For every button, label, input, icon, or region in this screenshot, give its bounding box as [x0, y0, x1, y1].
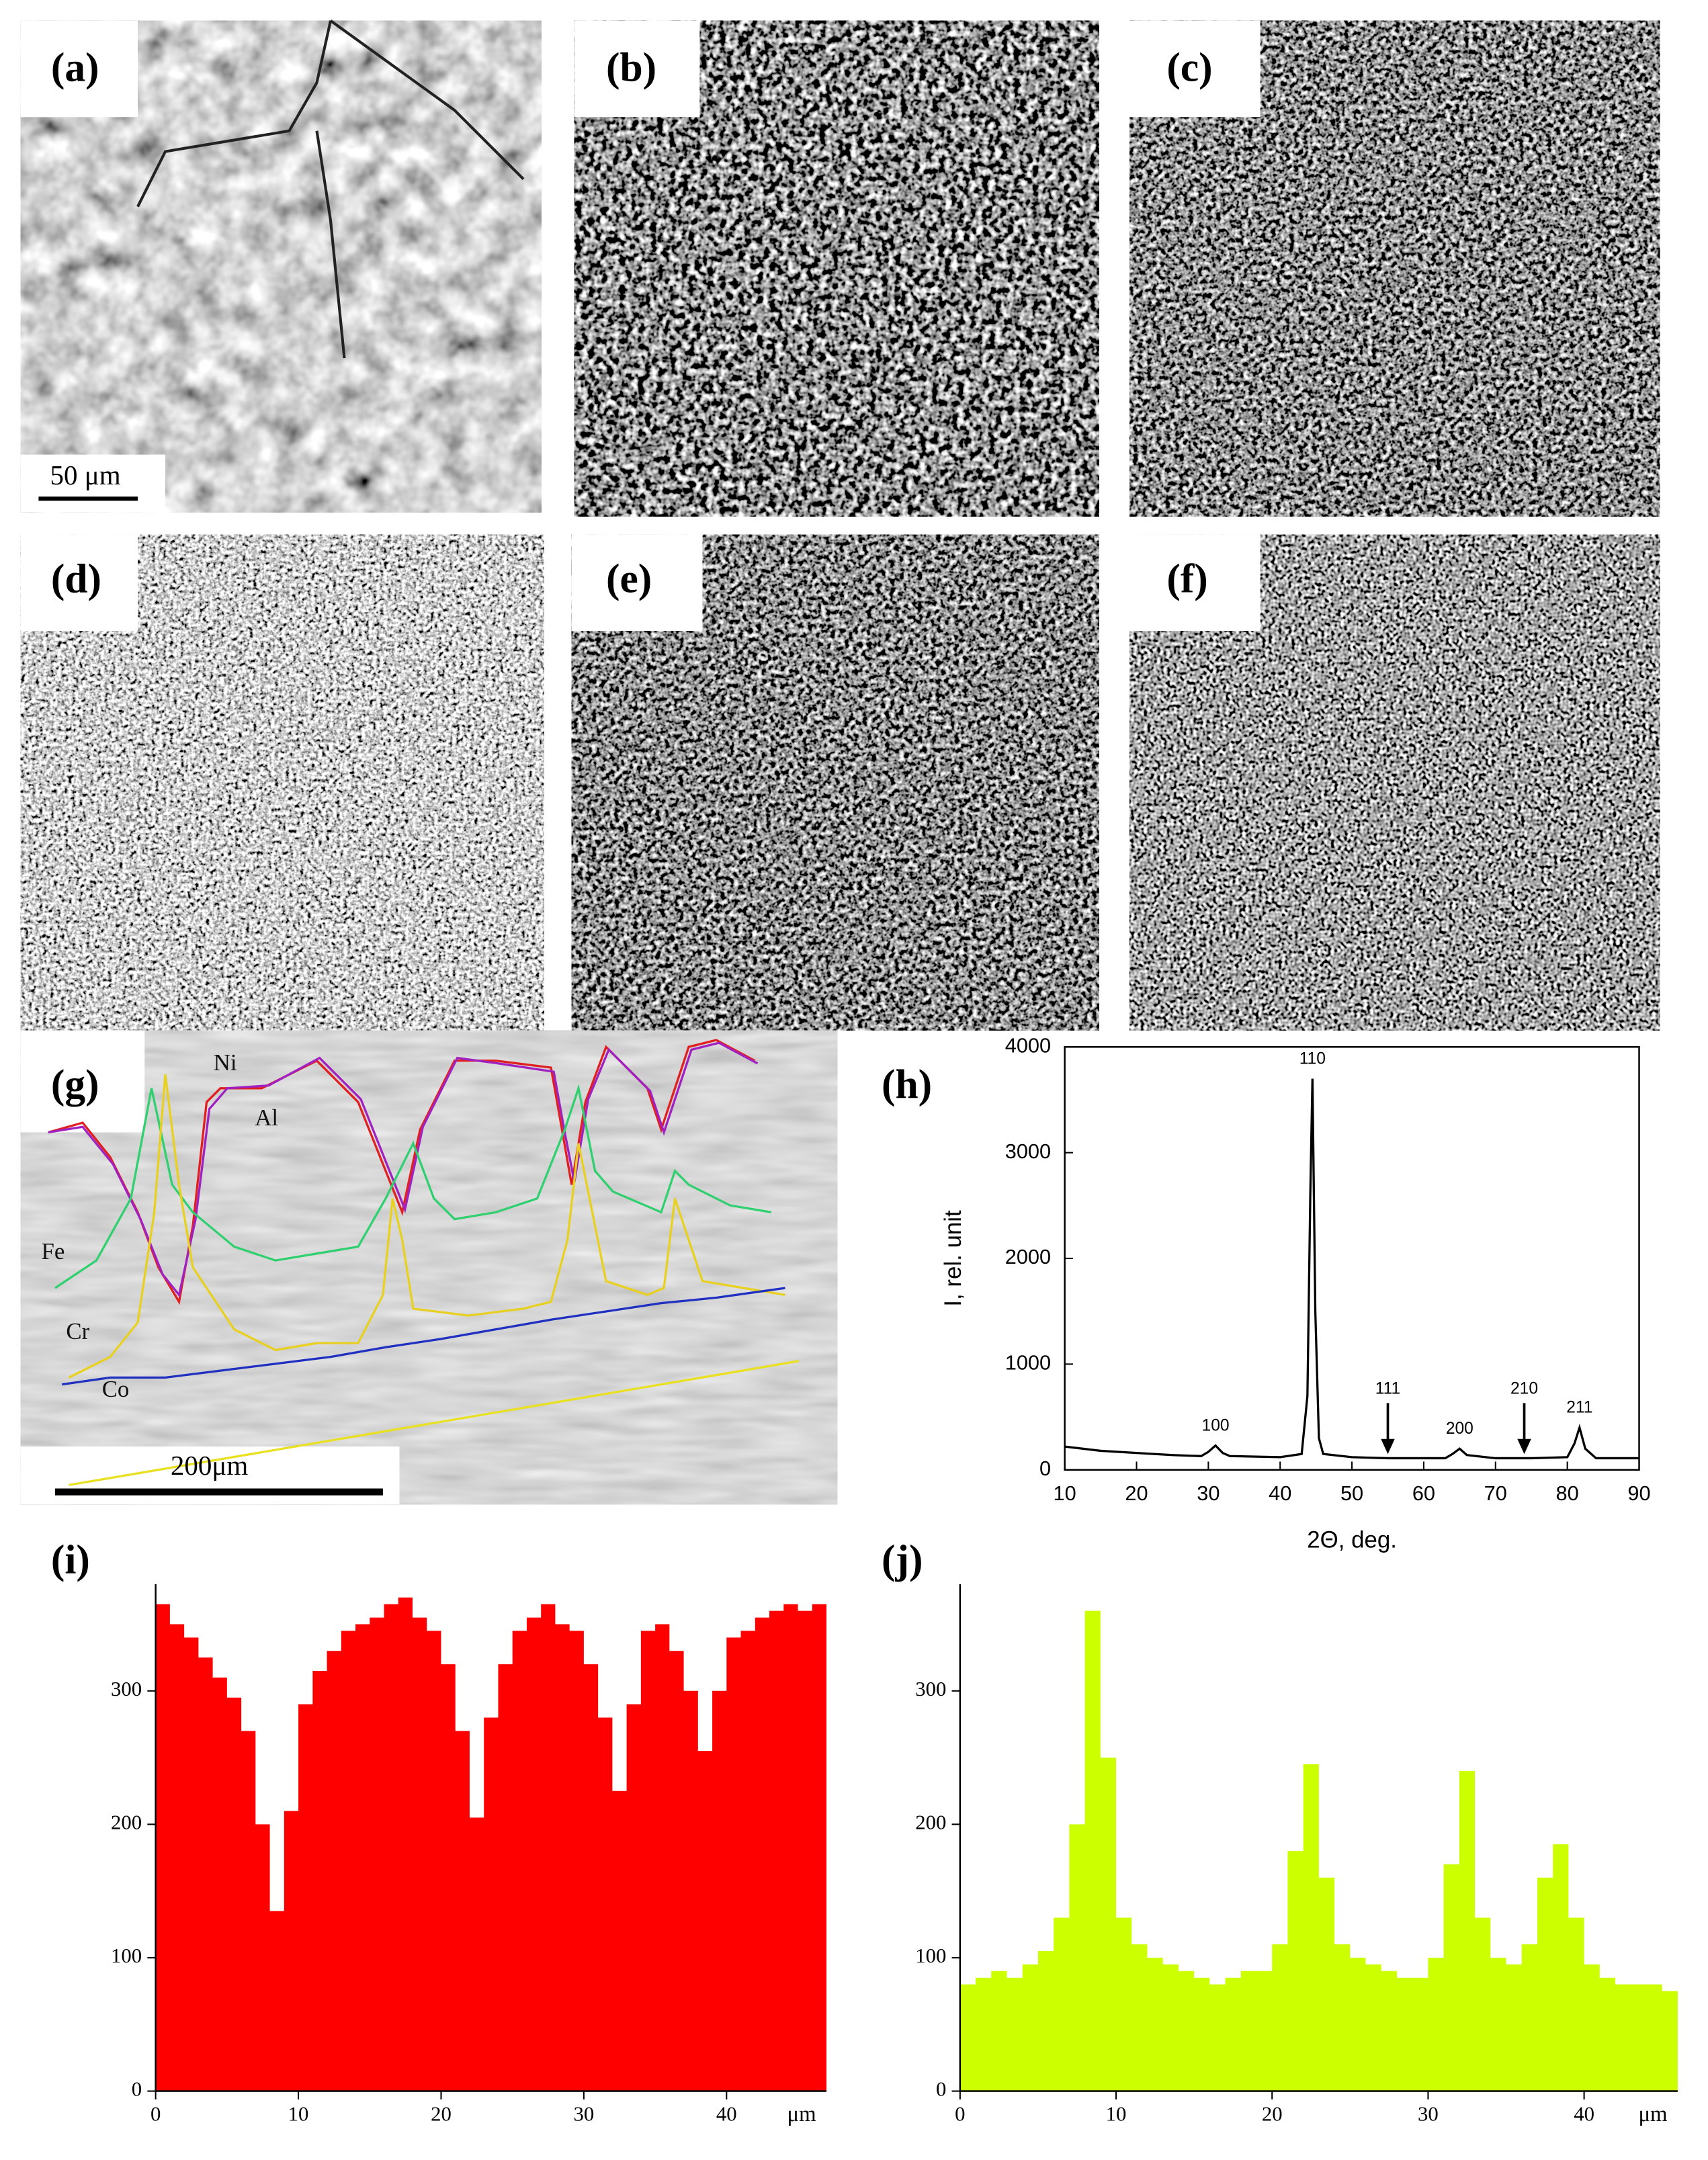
- x-tick-label: 60: [1412, 1481, 1435, 1505]
- x-tick-label: 10: [1106, 2102, 1127, 2125]
- label-box: [574, 20, 700, 118]
- element-label: Al: [255, 1105, 278, 1131]
- area: [155, 1597, 826, 2091]
- label-box: [20, 1030, 145, 1133]
- x-tick-label: 20: [1262, 2102, 1283, 2125]
- x-axis-title: 2Θ, deg.: [1307, 1527, 1397, 1553]
- y-tick-label: 0: [1039, 1457, 1051, 1480]
- element-label: Fe: [42, 1238, 65, 1264]
- scale-bar-label: 200μm: [171, 1450, 248, 1481]
- peak-label: 200: [1446, 1420, 1474, 1438]
- x-unit: μm: [1638, 2102, 1667, 2126]
- y-tick-label: 1000: [1005, 1351, 1051, 1375]
- ni-profile: [48, 1039, 756, 1305]
- y-tick-label: 4000: [1005, 1033, 1051, 1057]
- scale-bar-label: 50 μm: [50, 460, 121, 490]
- element-label: Ni: [214, 1049, 237, 1076]
- y-tick-label: 100: [915, 1944, 946, 1967]
- x-tick-label: 70: [1484, 1481, 1507, 1505]
- x-tick-label: 40: [716, 2102, 737, 2125]
- panel-label: (f): [1166, 556, 1207, 601]
- peak-label: 111: [1375, 1379, 1400, 1397]
- panel-label: (d): [51, 556, 101, 601]
- y-tick-label: 100: [111, 1944, 142, 1967]
- panel-label: (i): [51, 1537, 90, 1582]
- x-tick-label: 40: [1574, 2102, 1594, 2125]
- cr-profile: [68, 1074, 785, 1379]
- peak-label: 211: [1566, 1399, 1592, 1417]
- y-tick-label: 300: [915, 1678, 946, 1700]
- al-profile: [48, 1041, 759, 1298]
- y-tick-label: 300: [111, 1678, 142, 1700]
- x-unit: μm: [787, 2102, 816, 2126]
- panel-label: (b): [606, 45, 656, 91]
- x-tick-label: 0: [151, 2102, 161, 2125]
- x-tick-label: 10: [1054, 1481, 1076, 1505]
- co-profile: [62, 1287, 785, 1386]
- x-tick-label: 90: [1627, 1481, 1650, 1505]
- label-box: [20, 20, 138, 118]
- panel-label: (a): [51, 45, 99, 91]
- crack: [136, 19, 525, 359]
- panel-label: (h): [882, 1062, 932, 1107]
- element-label: Cr: [66, 1318, 89, 1344]
- scale-box: [20, 454, 165, 513]
- x-tick-label: 30: [1197, 1481, 1220, 1505]
- x-tick-label: 20: [431, 2102, 452, 2125]
- label-box: [571, 534, 703, 632]
- peak-label: 110: [1299, 1049, 1326, 1068]
- x-tick-label: 80: [1556, 1481, 1579, 1505]
- x-tick-label: 0: [955, 2102, 965, 2125]
- y-tick-label: 200: [111, 1811, 142, 1833]
- fe-profile: [54, 1084, 772, 1289]
- label-box: [1129, 20, 1261, 118]
- label-box: [20, 534, 138, 632]
- peak-label: 210: [1510, 1379, 1538, 1397]
- element-label: Co: [102, 1376, 130, 1402]
- area: [959, 1610, 1678, 2091]
- panel-label: (c): [1166, 45, 1212, 91]
- panel-label: (e): [606, 556, 652, 601]
- plot-frame: [1064, 1046, 1640, 1471]
- line: [1064, 1078, 1639, 1460]
- x-tick-label: 30: [1418, 2102, 1439, 2125]
- panel-label: (g): [51, 1062, 99, 1107]
- peak-arrowhead: [1517, 1438, 1531, 1455]
- x-tick-label: 40: [1269, 1481, 1291, 1505]
- y-tick-label: 0: [936, 2078, 946, 2101]
- x-tick-label: 30: [574, 2102, 595, 2125]
- y-tick-label: 3000: [1005, 1139, 1051, 1163]
- y-tick-label: 200: [915, 1811, 946, 1833]
- x-tick-label: 50: [1340, 1481, 1363, 1505]
- scan-line: [69, 1360, 800, 1486]
- x-tick-label: 10: [288, 2102, 309, 2125]
- peak-arrowhead: [1381, 1438, 1395, 1455]
- peak-label: 100: [1202, 1416, 1230, 1434]
- x-tick-label: 20: [1125, 1481, 1148, 1505]
- profiles: [48, 1039, 800, 1486]
- y-tick-label: 0: [132, 2078, 142, 2101]
- panel-label: (j): [882, 1537, 923, 1582]
- y-axis-title: I, rel. unit: [940, 1210, 966, 1307]
- y-tick-label: 2000: [1005, 1245, 1051, 1268]
- label-box: [1129, 534, 1261, 632]
